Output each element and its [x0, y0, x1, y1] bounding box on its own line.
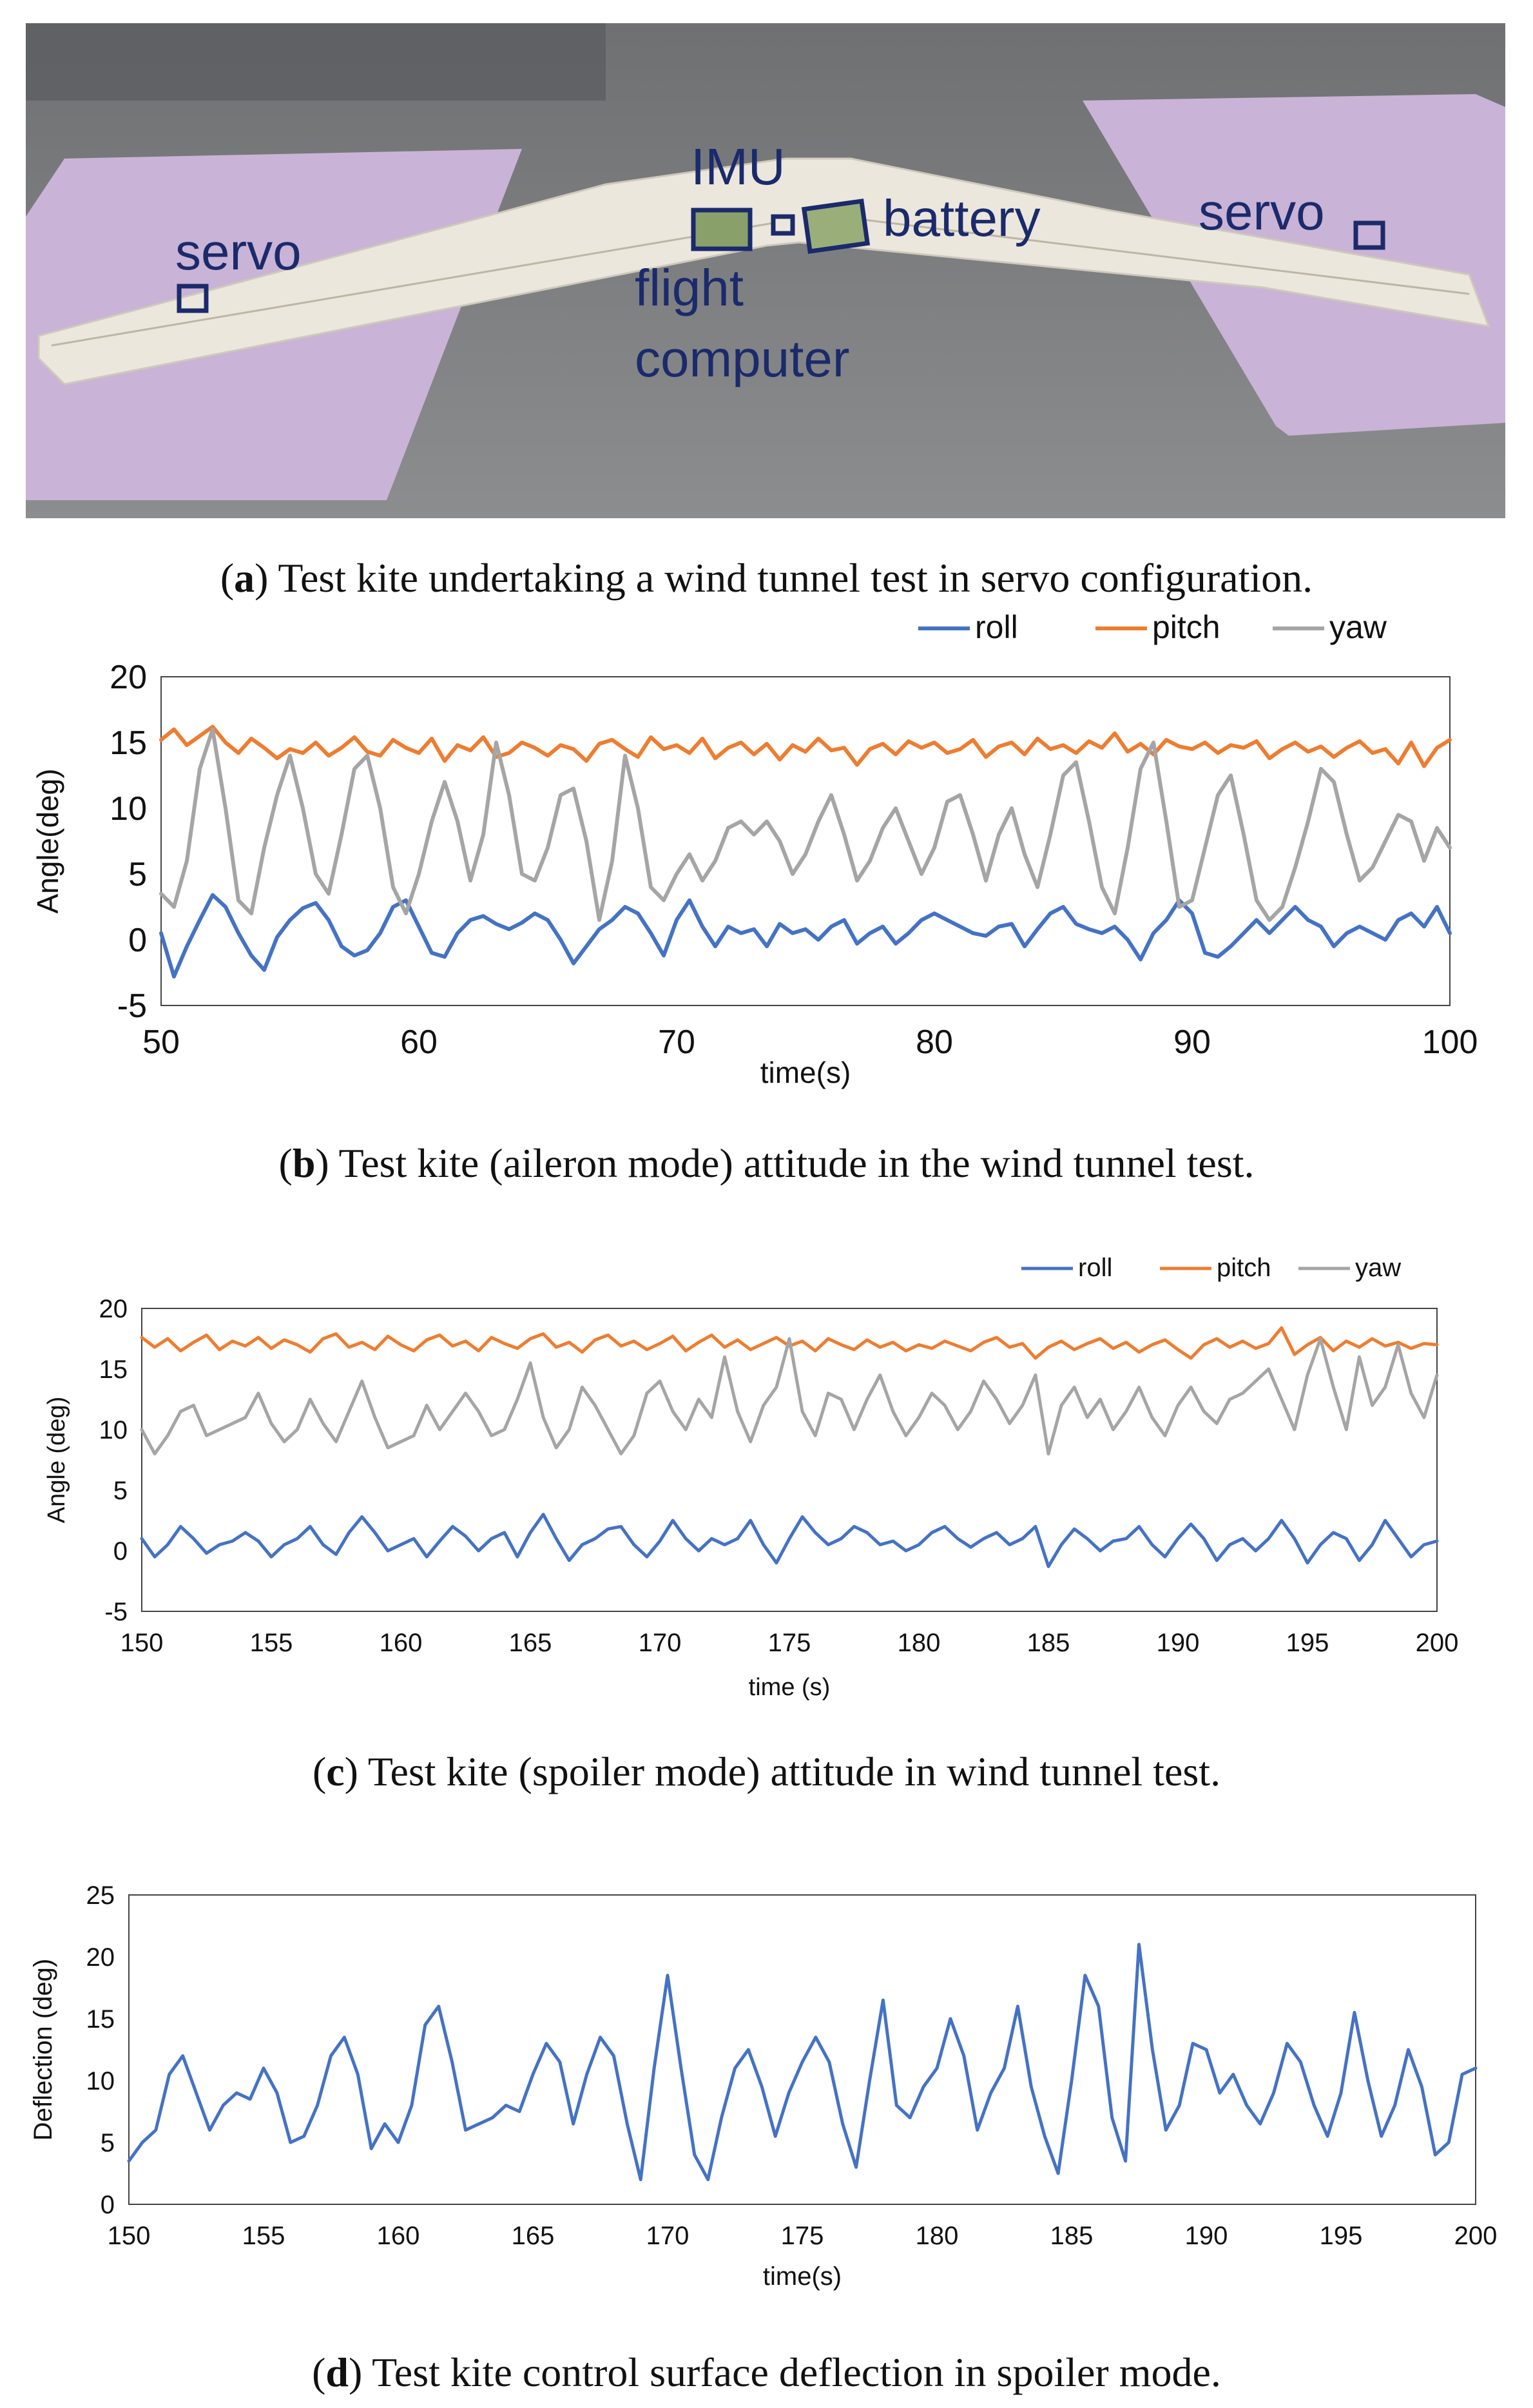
series-line-yaw [159, 727, 1452, 922]
y-axis-label: Deflection (deg) [29, 1959, 57, 2141]
y-tick-label: 5 [128, 856, 147, 893]
y-tick-label: 5 [113, 1477, 128, 1505]
chart-d: 0 5 10 15 20 25 150 155 160 165 170 175 180 185 190 195… [29, 1881, 1498, 2291]
battery-box [801, 199, 871, 254]
x-tick-label: 170 [646, 2222, 689, 2250]
y-axis-label: Angle (deg) [43, 1397, 70, 1523]
label-imu: IMU [691, 138, 786, 195]
x-tick-label: 90 [1173, 1024, 1211, 1061]
wing-seam [51, 222, 774, 347]
test-kite-photo: servo IMU battery servo flight computer [26, 23, 1505, 518]
x-tick-label: 150 [121, 1629, 164, 1657]
x-tick-label: 165 [512, 2222, 555, 2250]
x-tick-label: 180 [916, 2222, 959, 2250]
x-tick-label: 180 [898, 1629, 941, 1657]
x-tick-label: 195 [1320, 2222, 1363, 2250]
series-line-deflection [127, 1943, 1478, 2182]
y-tick-label: 10 [110, 790, 147, 828]
y-tick-label: 0 [128, 922, 147, 959]
x-tick-label: 170 [639, 1629, 682, 1657]
plot-area [160, 676, 1451, 1006]
x-tick-label: 175 [781, 2222, 824, 2250]
series-line-yaw [140, 1337, 1439, 1456]
wing-seam [837, 215, 1470, 295]
y-tick-label: 15 [110, 724, 147, 762]
legend-label-roll: roll [975, 609, 1018, 645]
x-tick-label: 70 [658, 1024, 695, 1061]
x-tick-label: 100 [1422, 1024, 1478, 1061]
servo-box-right [1353, 220, 1385, 250]
label-battery: battery [883, 189, 1041, 247]
legend-label-yaw: yaw [1329, 609, 1387, 645]
caption-b: (b) Test kite (aileron mode) attitude in… [278, 1140, 1255, 1186]
y-tick-label: 20 [99, 1295, 128, 1323]
imu-box [771, 214, 795, 236]
series-line-roll [140, 1513, 1439, 1568]
y-tick-label: 10 [99, 1416, 128, 1444]
x-axis-label: time(s) [760, 1056, 851, 1089]
x-tick-label: 195 [1286, 1629, 1329, 1657]
servo-box-left [177, 284, 209, 313]
x-tick-label: 200 [1416, 1629, 1459, 1657]
label-flight: flight [635, 259, 744, 316]
x-tick-label: 190 [1157, 1629, 1200, 1657]
caption-d: (d) Test kite control surface deflection… [312, 2349, 1221, 2395]
x-tick-label: 175 [768, 1629, 811, 1657]
series-line-roll [159, 893, 1452, 979]
hangar-shadow [26, 23, 606, 101]
x-tick-label: 160 [380, 1629, 423, 1657]
y-tick-label: 15 [99, 1355, 128, 1384]
x-tick-label: 160 [377, 2222, 420, 2250]
y-tick-label: 5 [101, 2129, 115, 2157]
caption-c: (c) Test kite (spoiler mode) attitude in… [312, 1749, 1221, 1794]
legend-label-roll: roll [1078, 1254, 1112, 1282]
x-tick-label: 190 [1185, 2222, 1228, 2250]
series-line-pitch [159, 724, 1452, 768]
y-tick-label: 15 [86, 2005, 115, 2034]
x-axis-label: time (s) [749, 1674, 831, 1701]
x-tick-label: 150 [108, 2222, 151, 2250]
chart-b: -5 0 5 10 15 20 50 60 70 80 90 100 time(s) Angle(deg)… [31, 609, 1478, 1089]
x-tick-label: 165 [509, 1629, 552, 1657]
x-tick-label: 60 [400, 1024, 438, 1061]
y-tick-label: 20 [110, 659, 147, 696]
wing [37, 157, 1490, 385]
legend-label-yaw: yaw [1355, 1254, 1401, 1282]
y-tick-label: 25 [86, 1881, 115, 1910]
x-tick-label: 80 [916, 1024, 953, 1061]
y-tick-label: -5 [117, 987, 147, 1025]
label-computer: computer [635, 330, 849, 387]
y-tick-label: 10 [86, 2067, 115, 2095]
y-tick-label: 0 [101, 2191, 115, 2219]
legend-label-pitch: pitch [1217, 1254, 1271, 1282]
label-servo-right: servo [1199, 183, 1325, 240]
y-tick-label: 20 [86, 1943, 115, 1972]
chart-c: -5 0 5 10 15 20 150 155 160 165 170 175 180 185 190 195… [43, 1254, 1459, 1701]
x-tick-label: 155 [250, 1629, 293, 1657]
y-tick-label: -5 [104, 1598, 128, 1626]
x-tick-label: 185 [1050, 2222, 1094, 2250]
caption-a: (a) Test kite undertaking a wind tunnel … [220, 555, 1313, 601]
label-servo-left: servo [175, 223, 302, 280]
x-tick-label: 155 [242, 2222, 285, 2250]
legend-label-pitch: pitch [1152, 609, 1220, 645]
x-tick-label: 185 [1027, 1629, 1070, 1657]
plot-area [141, 1308, 1438, 1612]
x-tick-label: 50 [142, 1024, 180, 1061]
flight-computer-box [691, 208, 753, 251]
y-tick-label: 0 [113, 1537, 128, 1566]
x-tick-label: 200 [1454, 2222, 1498, 2250]
x-axis-label: time(s) [763, 2262, 842, 2291]
plot-area [128, 1894, 1476, 2205]
y-axis-label: Angle(deg) [31, 768, 64, 913]
